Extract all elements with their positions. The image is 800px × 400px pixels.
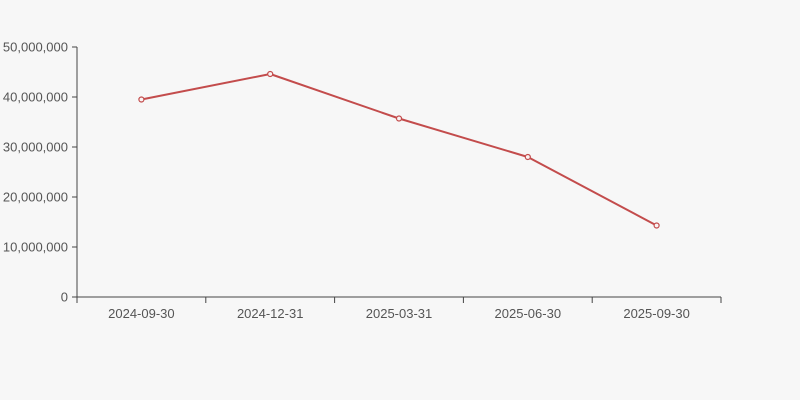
x-axis-tick-label: 2025-03-31 (366, 306, 433, 321)
data-point-marker[interactable] (267, 70, 274, 78)
y-axis-tick-label: 20,000,000 (3, 190, 68, 205)
x-axis-tick-label: 2025-06-30 (495, 306, 562, 321)
y-axis-tick-label: 10,000,000 (3, 240, 68, 255)
data-point-marker[interactable] (138, 96, 145, 103)
y-axis-tick-label: 0 (61, 290, 68, 305)
y-axis-tick-label: 30,000,000 (3, 140, 68, 155)
x-axis-tick-label: 2024-12-31 (237, 306, 304, 321)
y-axis-tick-label: 50,000,000 (3, 40, 68, 55)
data-point-marker[interactable] (524, 153, 531, 161)
y-axis-tick-label: 40,000,000 (3, 90, 68, 105)
x-axis-tick-label: 2024-09-30 (108, 306, 175, 321)
data-point-marker[interactable] (395, 115, 403, 122)
data-point-marker[interactable] (653, 222, 660, 229)
x-axis-tick-label: 2025-09-30 (623, 306, 690, 321)
series-line (140, 73, 658, 227)
